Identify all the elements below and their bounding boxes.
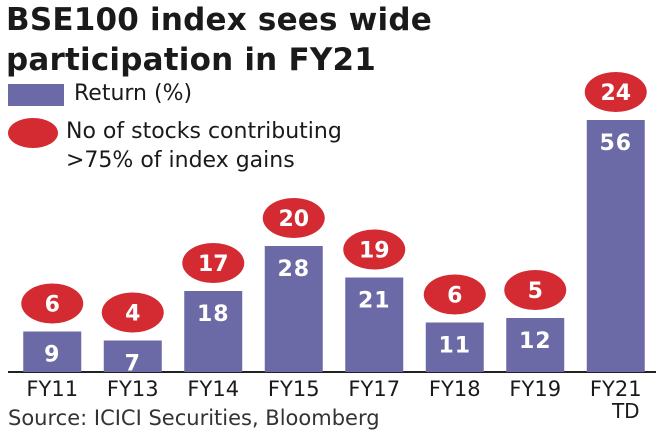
stock-count-label-fy17: 19 [359,239,390,264]
legend-swatch-bar [8,84,64,106]
x-tick-label-fy15: FY15 [268,377,320,401]
stock-count-dot-fy15 [262,198,325,238]
bar-fy17 [345,277,404,372]
chart-title-line-1: BSE100 index sees wide [6,2,432,38]
x-tick-label-fy11: FY11 [26,377,78,401]
x-tick-label-fy21: FY21 [590,377,642,401]
stock-count-dot-fy11 [21,283,84,324]
x-tick-label-fy14: FY14 [187,377,239,401]
x-tick-label-fy13: FY13 [107,377,159,401]
stock-count-label-fy21: 24 [600,81,631,106]
stock-count-label-fy18: 6 [447,284,462,309]
bar-value-fy21: 56 [599,131,632,156]
legend-label-return: Return (%) [74,81,193,106]
bar-value-fy15: 28 [277,257,310,282]
legend-label-stocks-line1: No of stocks contributing [66,119,342,144]
stock-count-label-fy14: 17 [198,252,229,277]
x-tick-sublabel-fy21: TD [611,399,640,423]
bar-fy21 [586,120,645,372]
bar-value-fy13: 7 [125,352,141,377]
stock-count-label-fy19: 5 [528,279,543,304]
source-note: Source: ICICI Securities, Bloomberg [8,406,380,430]
bar-value-fy19: 12 [519,329,552,354]
bar-fy13 [103,340,162,372]
bar-fy19 [506,318,565,372]
stock-count-label-fy15: 20 [278,207,309,232]
stock-count-dot-fy18 [423,274,486,315]
stock-count-dot-fy21 [584,72,647,112]
legend-swatch-dot [8,118,58,148]
legend-label-stocks-line2: >75% of index gains [66,148,295,173]
bar-fy18 [425,322,484,372]
bar-fy11 [23,331,82,372]
bar-value-fy17: 21 [358,289,391,314]
chart-title: BSE100 index sees wide participation in … [6,0,432,80]
chart-title-line-2: participation in FY21 [6,42,377,78]
stock-count-label-fy13: 4 [125,302,140,327]
bar-fy14 [184,291,243,372]
bar-value-fy14: 18 [197,302,230,327]
bar-value-fy18: 11 [438,334,471,359]
x-tick-label-fy17: FY17 [348,377,400,401]
x-tick-label-fy19: FY19 [509,377,561,401]
bar-value-fy11: 9 [44,343,60,368]
stock-count-dot-fy19 [504,270,567,310]
x-tick-label-fy18: FY18 [429,377,481,401]
bar-fy15 [264,246,323,372]
stock-count-dot-fy14 [182,243,245,283]
stock-count-dot-fy17 [343,229,406,270]
stock-count-dot-fy13 [101,292,164,333]
stock-count-label-fy11: 6 [45,293,60,318]
